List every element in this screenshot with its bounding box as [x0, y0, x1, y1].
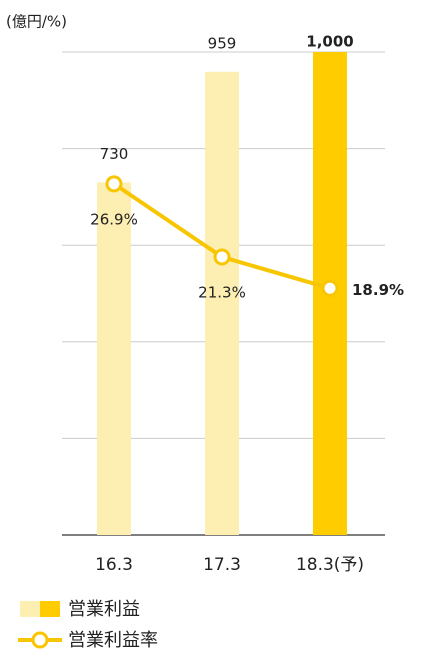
legend-label: 営業利益: [68, 599, 140, 620]
line-marker: [105, 175, 123, 193]
bar: [97, 182, 131, 535]
line-value-label: 26.9%: [90, 210, 138, 228]
legend-swatch: [40, 601, 60, 617]
x-tick-label: 17.3: [203, 555, 241, 575]
line-value-label: 21.3%: [198, 283, 246, 301]
bar: [205, 71, 239, 535]
line-marker: [321, 279, 339, 297]
x-tick-label: 16.3: [95, 555, 133, 575]
x-tick-label: 18.3(予): [296, 555, 364, 575]
legend-marker: [31, 631, 49, 649]
bar-value-label: 959: [208, 34, 237, 52]
unit-label: (億円/%): [6, 13, 67, 31]
bar-value-label: 730: [100, 145, 129, 163]
bar-value-label: 1,000: [306, 33, 353, 51]
line-value-label: 18.9%: [352, 281, 404, 299]
line-marker: [213, 248, 231, 266]
legend-swatch: [20, 601, 40, 617]
legend-label: 営業利益率: [68, 630, 158, 651]
